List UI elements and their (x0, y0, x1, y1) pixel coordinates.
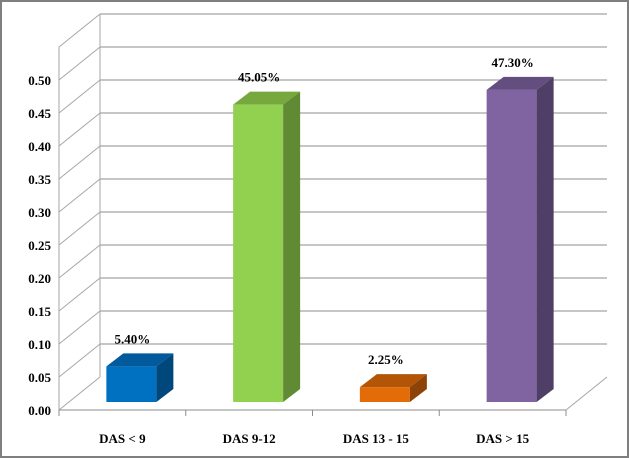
data-label: 45.05% (238, 70, 280, 85)
bar-side (536, 76, 554, 402)
bar-top (233, 91, 301, 105)
bar-top (486, 76, 554, 90)
bar-front (106, 366, 157, 402)
data-label: 2.25% (368, 352, 404, 367)
side-wall-gridline (58, 145, 101, 180)
y-tick-label: 0.15 (28, 304, 51, 319)
data-label: 47.30% (492, 55, 534, 70)
x-tick-label: DAS < 9 (99, 431, 146, 446)
bar-front (359, 387, 410, 402)
side-wall-gridline (58, 46, 101, 81)
side-wall-gridline (58, 79, 101, 114)
side-wall-gridline-top (58, 13, 101, 48)
bar-side (156, 353, 174, 402)
x-tick-label: DAS 9-12 (223, 431, 276, 446)
side-wall-gridline (58, 178, 101, 213)
data-label: 5.40% (115, 331, 151, 346)
y-tick-label: 0.05 (28, 370, 51, 385)
y-tick-label: 0.50 (28, 73, 51, 88)
bar-top (359, 374, 427, 388)
side-wall-gridline (58, 277, 101, 312)
y-tick-label: 0.35 (28, 172, 51, 187)
y-tick-label: 0.25 (28, 238, 51, 253)
bar-side (283, 91, 301, 403)
bar-side (409, 374, 427, 402)
bar-front (233, 104, 284, 403)
side-wall-gridline (58, 343, 101, 378)
side-wall-gridline (58, 112, 101, 147)
y-tick-label: 0.10 (28, 337, 51, 352)
floor-edge (565, 376, 608, 411)
bar-front (486, 89, 537, 402)
y-tick-label: 0.20 (28, 271, 51, 286)
x-tick-label: DAS > 15 (476, 431, 529, 446)
side-wall-gridline (58, 310, 101, 345)
side-wall-gridline (58, 211, 101, 246)
y-tick-label: 0.30 (28, 205, 51, 220)
y-tick-label: 0.45 (28, 106, 51, 121)
bar-top (106, 353, 174, 367)
side-wall-gridline (58, 376, 101, 411)
y-tick-label: 0.00 (28, 403, 51, 418)
y-tick-label: 0.40 (28, 139, 51, 154)
side-wall-gridline (58, 244, 101, 279)
x-tick-label: DAS 13 - 15 (343, 431, 410, 446)
